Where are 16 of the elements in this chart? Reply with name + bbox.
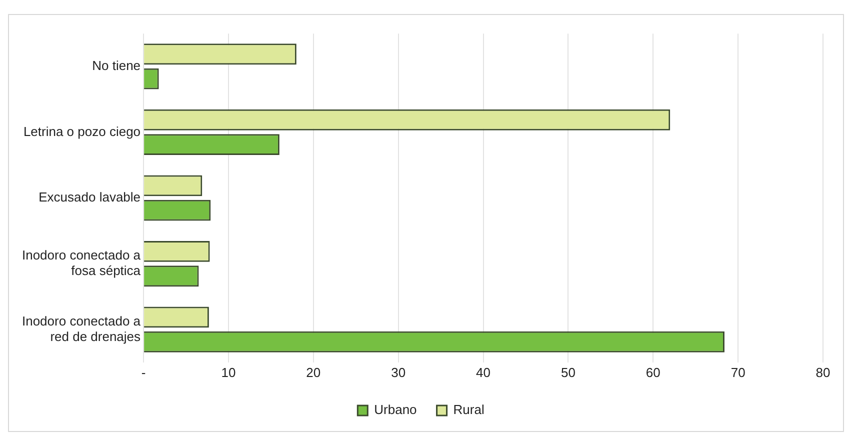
x-tick-label: 10 <box>221 364 236 380</box>
x-tick-label: 80 <box>816 364 830 380</box>
y-tick-label: Letrina o pozo ciego <box>23 124 141 139</box>
legend-label: Rural <box>453 402 484 418</box>
x-tick-label: - <box>141 364 146 380</box>
legend-label: Urbano <box>374 402 417 418</box>
x-tick-label: 50 <box>560 364 576 380</box>
x-tick-label: 20 <box>306 364 321 380</box>
y-tick-label: Inodoro conectado a fosa séptica <box>22 248 142 278</box>
x-tick-label: 30 <box>391 364 406 380</box>
x-tick-label: 70 <box>730 364 746 380</box>
x-tick-label: 60 <box>646 364 660 380</box>
y-tick-label: Excusado lavable <box>38 190 141 205</box>
y-tick-label: Inodoro conectado a red de drenajes <box>22 313 142 344</box>
x-tick-label: 40 <box>476 364 490 380</box>
y-tick-label: No tiene <box>92 58 141 74</box>
